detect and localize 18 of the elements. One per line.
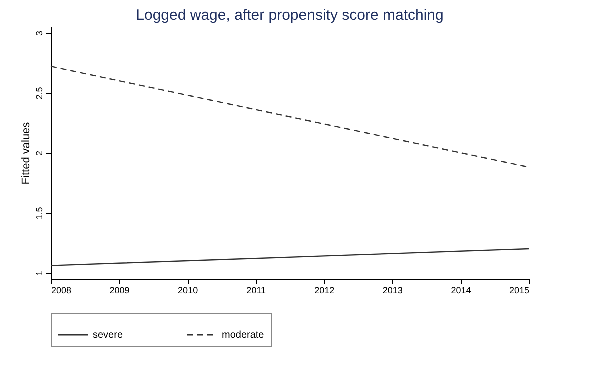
legend-label: moderate [222,330,265,341]
y-tick-label: 2.5 [34,87,44,100]
line-series [50,248,530,266]
y-tick-label: 2 [34,150,44,156]
x-tick-label: 2009 [110,286,130,296]
x-tick-label: 2014 [451,286,472,296]
y-axis-title: Fitted values [20,122,32,185]
y-tick-label: 1.5 [34,207,44,220]
legend-label: severe [93,330,124,341]
x-tick-label: 2011 [246,286,266,296]
x-tick-label: 2013 [382,286,403,296]
x-tick-label: 2012 [314,286,335,296]
y-tick-label: 3 [34,30,44,36]
y-tick-label: 1 [34,270,44,276]
x-tick-label: 2010 [178,286,198,296]
x-tick-label: 2015 [509,286,530,296]
chart-title: Logged wage, after propensity score matching [136,7,444,24]
x-tick-label: 2008 [52,286,72,296]
